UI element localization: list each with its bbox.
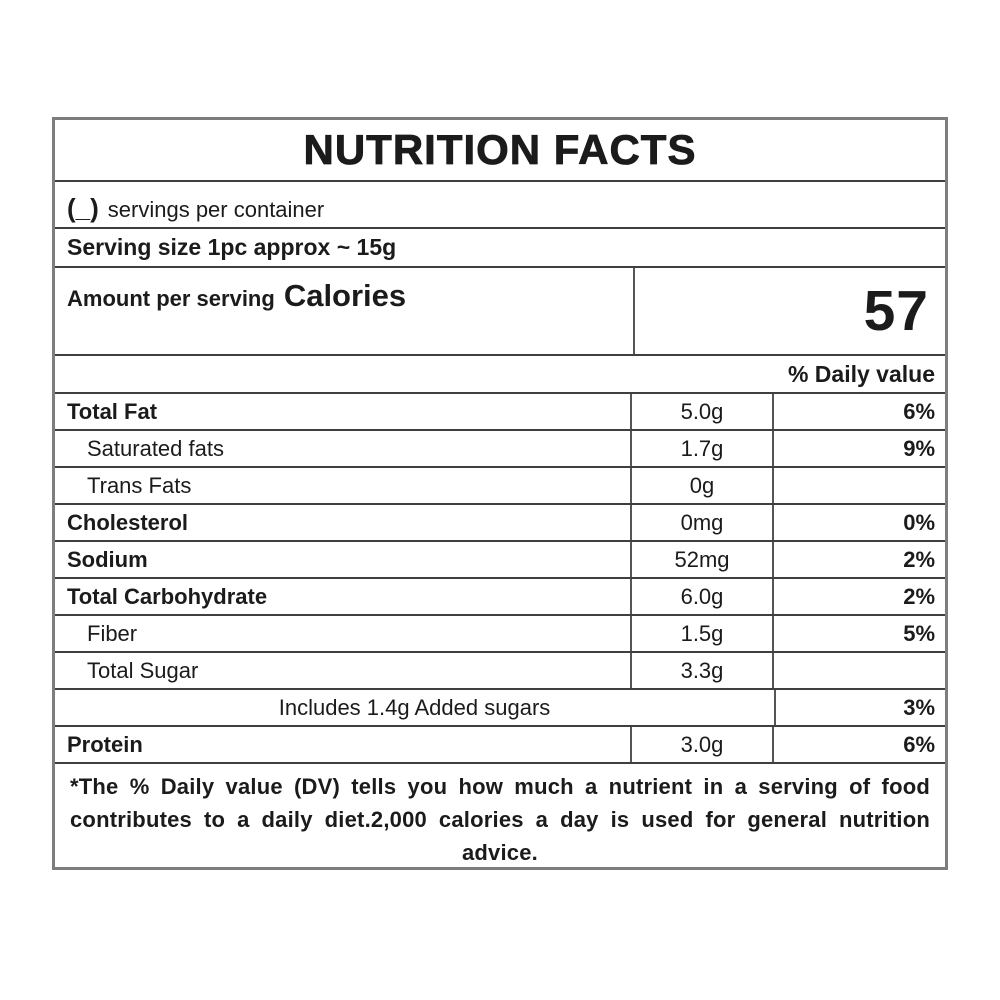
table-row-fiber: Fiber 1.5g 5%	[55, 616, 945, 653]
table-row-total-carbohydrate: Total Carbohydrate 6.0g 2%	[55, 579, 945, 616]
nutrient-name: Cholesterol	[55, 505, 632, 540]
nutrient-daily-value: 0%	[903, 509, 935, 535]
nutrient-name: Sodium	[55, 542, 632, 577]
serving-size-row: Serving size 1pc approx ~ 15g	[55, 229, 945, 268]
nutrient-amount: 6.0g	[632, 579, 774, 614]
calories-row: Amount per serving Calories 57	[55, 268, 945, 356]
table-row-saturated-fats: Saturated fats 1.7g 9%	[55, 431, 945, 468]
nutrient-amount: 1.7g	[632, 431, 774, 466]
servings-per-container-text: servings per container	[107, 197, 325, 222]
label-title: NUTRITION FACTS	[55, 120, 945, 182]
nutrient-name: Total Carbohydrate	[55, 579, 632, 614]
nutrient-daily-value: 6%	[903, 731, 935, 757]
table-row-sodium: Sodium 52mg 2%	[55, 542, 945, 579]
table-row-protein: Protein 3.0g 6%	[55, 727, 945, 764]
nutrition-facts-label: NUTRITION FACTS (_) servings per contain…	[52, 117, 948, 870]
nutrient-daily-value: 5%	[903, 620, 935, 646]
nutrient-amount: 3.3g	[632, 653, 774, 688]
calories-label-cell: Amount per serving Calories	[55, 268, 635, 354]
calories-value: 57	[863, 279, 929, 343]
nutrient-daily-value: 2%	[903, 546, 935, 572]
nutrient-amount: 5.0g	[632, 394, 774, 429]
nutrient-amount: 1.5g	[632, 616, 774, 651]
nutrient-name: Saturated fats	[55, 431, 632, 466]
servings-count-placeholder: (_)	[67, 193, 99, 223]
nutrient-daily-value: 9%	[903, 435, 935, 461]
nutrient-name: Trans Fats	[55, 468, 632, 503]
nutrient-daily-value: 6%	[903, 398, 935, 424]
daily-value-footnote: *The % Daily value (DV) tells you how mu…	[70, 774, 930, 865]
nutrient-daily-value: 3%	[903, 694, 935, 720]
nutrient-daily-value	[774, 653, 945, 688]
nutrient-name: Total Sugar	[55, 653, 632, 688]
nutrient-name: Fiber	[55, 616, 632, 651]
nutrient-name: Total Fat	[55, 394, 632, 429]
nutrient-daily-value	[774, 468, 945, 503]
nutrient-amount: 52mg	[632, 542, 774, 577]
table-row-cholesterol: Cholesterol 0mg 0%	[55, 505, 945, 542]
nutrient-amount: 0g	[632, 468, 774, 503]
table-row-total-fat: Total Fat 5.0g 6%	[55, 394, 945, 431]
nutrient-amount: 0mg	[632, 505, 774, 540]
daily-value-header: % Daily value	[55, 356, 945, 394]
table-row-total-sugar: Total Sugar 3.3g	[55, 653, 945, 690]
nutrient-name: Includes 1.4g Added sugars	[55, 690, 776, 725]
calories-label: Calories	[283, 278, 407, 313]
amount-per-serving-label: Amount per serving	[67, 286, 275, 311]
nutrient-name: Protein	[55, 727, 632, 762]
nutrient-amount: 3.0g	[632, 727, 774, 762]
nutrient-daily-value: 2%	[903, 583, 935, 609]
servings-per-container-row: (_) servings per container	[55, 182, 945, 229]
table-row-trans-fats: Trans Fats 0g	[55, 468, 945, 505]
table-row-added-sugars: Includes 1.4g Added sugars 3%	[55, 690, 945, 727]
